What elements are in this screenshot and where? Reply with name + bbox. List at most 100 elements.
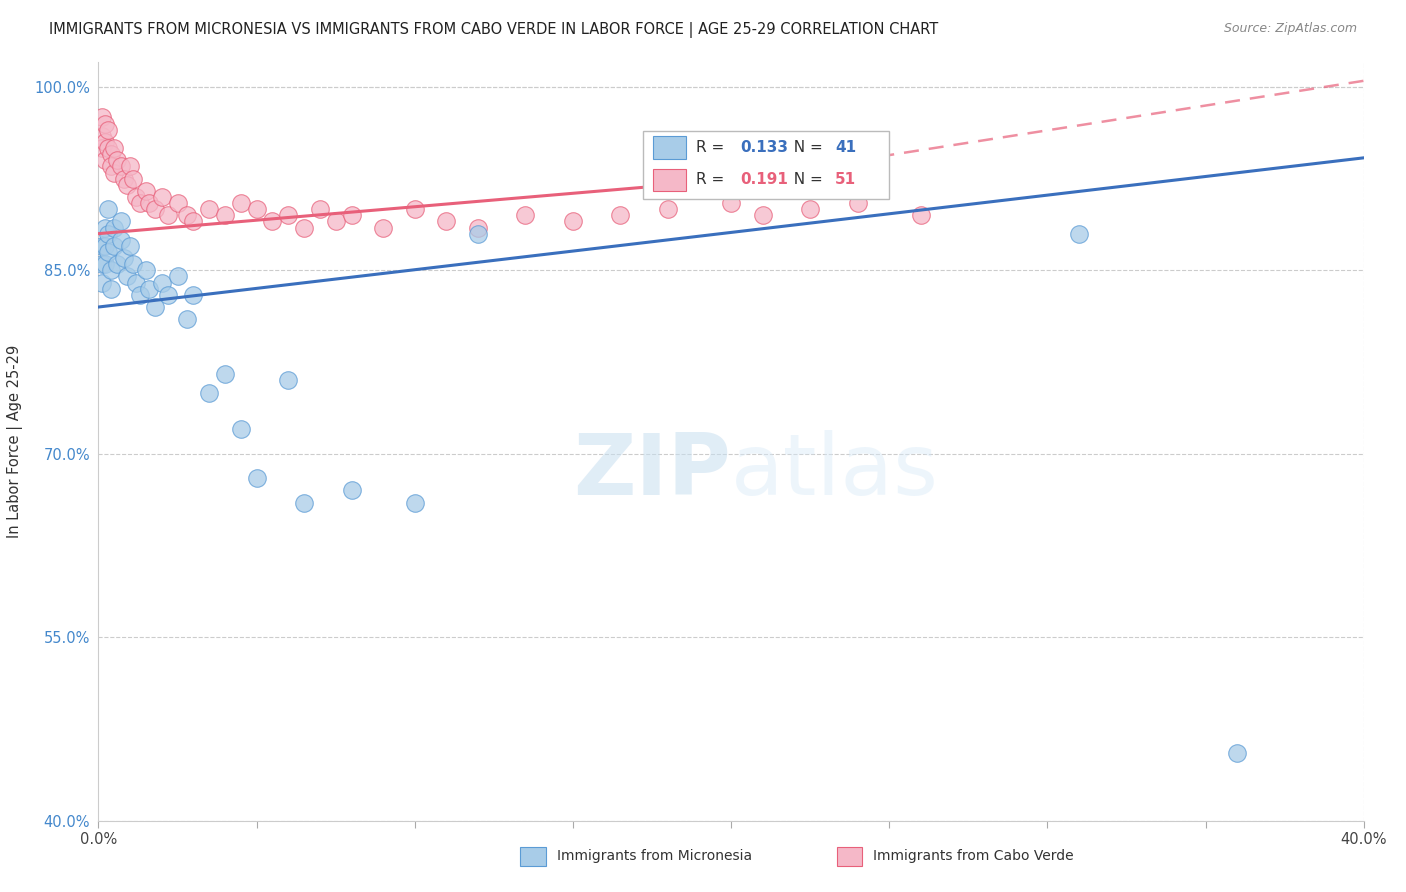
Point [846, 196, 869, 211]
Point [145, 300, 166, 314]
Text: 41: 41 [835, 140, 856, 155]
Text: 0.133: 0.133 [740, 140, 787, 155]
Point [93, 135, 117, 149]
Point [100, 263, 122, 277]
Point [128, 287, 150, 301]
Point [90, 276, 112, 290]
Point [198, 202, 221, 217]
Point [404, 496, 426, 510]
Point [609, 208, 631, 222]
Point [125, 276, 148, 290]
Point [262, 214, 284, 228]
Point [214, 368, 236, 382]
Text: ZIP: ZIP [574, 430, 731, 514]
Point [183, 287, 205, 301]
Point [90, 111, 112, 125]
Point [138, 282, 160, 296]
Text: R =: R = [696, 172, 728, 187]
Point [97, 122, 120, 136]
Point [110, 160, 132, 174]
Point [122, 257, 145, 271]
Point [436, 214, 458, 228]
Point [246, 471, 269, 485]
Point [110, 214, 132, 228]
Point [122, 171, 145, 186]
Point [176, 312, 198, 326]
Point [183, 214, 205, 228]
Point [176, 208, 198, 222]
Point [112, 251, 135, 265]
Point [292, 496, 315, 510]
Point [467, 220, 489, 235]
Point [166, 196, 188, 211]
Point [720, 196, 742, 211]
Point [135, 263, 157, 277]
Point [229, 422, 252, 436]
Point [325, 214, 347, 228]
Point [198, 385, 221, 400]
Point [657, 202, 679, 217]
FancyBboxPatch shape [652, 136, 686, 159]
Point [1067, 227, 1090, 241]
Point [93, 153, 117, 168]
Text: Immigrants from Micronesia: Immigrants from Micronesia [557, 849, 752, 863]
Text: Source: ZipAtlas.com: Source: ZipAtlas.com [1223, 22, 1357, 36]
Point [97, 244, 120, 259]
Point [115, 178, 138, 192]
Point [107, 257, 129, 271]
FancyBboxPatch shape [643, 130, 889, 199]
Point [166, 269, 188, 284]
Point [135, 184, 157, 198]
Point [340, 483, 363, 498]
Point [910, 208, 932, 222]
Point [100, 147, 122, 161]
Text: N =: N = [785, 140, 828, 155]
Point [157, 287, 180, 301]
Point [404, 202, 426, 217]
Point [371, 220, 394, 235]
Point [93, 257, 117, 271]
Point [112, 171, 135, 186]
Point [145, 202, 166, 217]
Point [246, 202, 269, 217]
Point [292, 220, 315, 235]
Point [97, 202, 120, 217]
Point [97, 227, 120, 241]
Text: R =: R = [696, 140, 728, 155]
Point [103, 220, 125, 235]
Point [214, 208, 236, 222]
Point [467, 227, 489, 241]
Point [1226, 747, 1249, 761]
Text: 0.191: 0.191 [740, 172, 787, 187]
Text: IMMIGRANTS FROM MICRONESIA VS IMMIGRANTS FROM CABO VERDE IN LABOR FORCE | AGE 25: IMMIGRANTS FROM MICRONESIA VS IMMIGRANTS… [49, 22, 938, 38]
Point [150, 276, 173, 290]
Point [515, 208, 537, 222]
Point [115, 269, 138, 284]
Text: atlas: atlas [731, 430, 939, 514]
Point [277, 373, 299, 387]
Point [90, 239, 112, 253]
Point [229, 196, 252, 211]
Point [90, 128, 112, 143]
Point [561, 214, 585, 228]
Point [120, 239, 141, 253]
Point [799, 202, 821, 217]
Y-axis label: In Labor Force | Age 25-29: In Labor Force | Age 25-29 [7, 345, 22, 538]
Text: 51: 51 [835, 172, 856, 187]
Point [110, 233, 132, 247]
Point [277, 208, 299, 222]
Point [103, 239, 125, 253]
Point [103, 141, 125, 155]
Point [157, 208, 180, 222]
Point [90, 257, 112, 271]
Point [90, 141, 112, 155]
Point [128, 196, 150, 211]
Text: N =: N = [785, 172, 828, 187]
Point [120, 160, 141, 174]
Point [125, 190, 148, 204]
Point [309, 202, 332, 217]
Point [103, 165, 125, 179]
Point [100, 282, 122, 296]
Text: Immigrants from Cabo Verde: Immigrants from Cabo Verde [873, 849, 1074, 863]
Point [97, 141, 120, 155]
